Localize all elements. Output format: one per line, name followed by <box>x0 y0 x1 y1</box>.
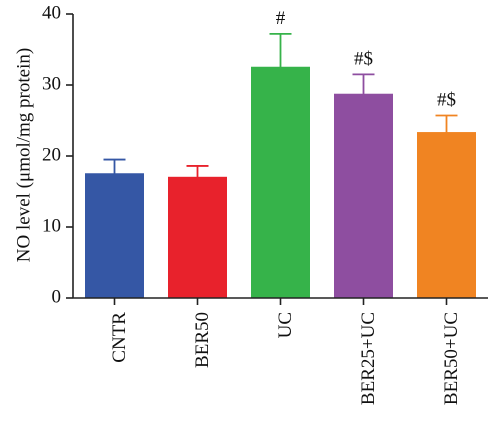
bar-ber50-uc <box>417 132 476 299</box>
y-tick-label: 30 <box>42 73 61 94</box>
y-tick-label: 40 <box>42 2 61 23</box>
x-tick-label: BER50+UC <box>441 312 462 405</box>
x-tick-label: BER25+UC <box>358 312 379 405</box>
bar-ber50 <box>168 176 227 299</box>
bar-uc <box>251 66 310 299</box>
bars-group <box>85 66 476 299</box>
y-axis-title: NO level (μmol/mg protein) <box>13 48 34 262</box>
annotations-group: # #$ #$ <box>276 8 456 111</box>
x-tick-label: CNTR <box>109 312 130 363</box>
x-tick-label: UC <box>275 312 296 338</box>
bar-cntr <box>85 173 144 299</box>
y-tick-label: 10 <box>42 215 61 236</box>
y-tick-label: 0 <box>52 286 62 307</box>
x-axis: CNTR BER50 UC BER25+UC BER50+UC <box>73 297 488 405</box>
x-tick-label: BER50 <box>192 312 213 368</box>
significance-label: # <box>276 8 286 29</box>
bar-ber25-uc <box>334 93 393 299</box>
y-tick-label: 20 <box>42 144 61 165</box>
significance-label: #$ <box>354 48 373 69</box>
significance-label: #$ <box>437 90 456 111</box>
error-bars-group <box>103 32 458 178</box>
y-axis: 0 10 20 30 40 <box>42 2 74 307</box>
